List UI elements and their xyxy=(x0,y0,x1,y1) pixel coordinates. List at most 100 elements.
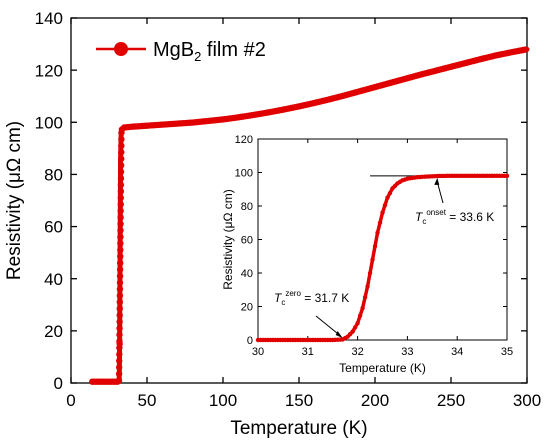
main-x-tick-label: 300 xyxy=(513,391,541,410)
main-y-tick-label: 60 xyxy=(44,218,63,237)
main-transition-point xyxy=(118,149,125,156)
inset-x-tick-label: 32 xyxy=(351,346,363,358)
inset-annotation-tc-onset-value: = 33.6 K xyxy=(446,210,494,224)
inset-annotation-tc-onset-symbol: T xyxy=(415,210,424,224)
inset-annotation-tc-onset: Tconset = 33.6 K xyxy=(415,208,494,226)
inset-data-point xyxy=(355,321,360,326)
main-transition-point xyxy=(116,305,123,312)
inset-data-point xyxy=(350,329,355,334)
inset-data-point xyxy=(375,230,380,235)
main-transition-point xyxy=(116,285,124,293)
main-data-point xyxy=(116,340,123,348)
inset-y-tick-label: 0 xyxy=(247,335,253,347)
inset-y-tick-label: 120 xyxy=(235,134,253,146)
main-y-tick-label: 100 xyxy=(35,113,63,132)
main-transition-point xyxy=(116,298,124,306)
main-transition-point xyxy=(117,201,124,208)
main-transition-point xyxy=(115,364,123,371)
inset-annotation-tc-zero-sub: c xyxy=(281,298,285,307)
main-transition-point xyxy=(117,207,124,215)
main-y-tick-label: 80 xyxy=(44,166,63,185)
arrow-tc-onset-head xyxy=(434,177,440,185)
main-transition-point xyxy=(117,240,124,247)
main-transition-point xyxy=(117,227,124,234)
arrow-tc-onset-shaft xyxy=(436,181,444,204)
main-x-tick-label: 50 xyxy=(138,391,157,410)
inset-data-point xyxy=(365,284,370,289)
main-transition-point xyxy=(117,175,125,182)
main-y-tick-label: 120 xyxy=(35,61,63,80)
legend-label-main: MgB xyxy=(153,39,194,61)
main-transition-point xyxy=(117,155,125,162)
inset-y-axis-label: Resistivity (μΩ cm) xyxy=(221,189,235,290)
inset-x-tick-label: 30 xyxy=(252,346,264,358)
main-transition-point xyxy=(117,162,125,169)
main-transition-point xyxy=(117,168,125,176)
legend-label-rest: film #2 xyxy=(201,39,265,61)
main-transition-point xyxy=(116,266,124,273)
inset-data-point xyxy=(372,244,378,249)
main-transition-point xyxy=(117,214,124,221)
main-transition-point xyxy=(117,194,125,202)
inset-data-point xyxy=(370,257,375,262)
main-x-tick-label: 100 xyxy=(209,391,237,410)
main-transition-point xyxy=(116,331,123,338)
main-y-tick-label: 0 xyxy=(54,374,63,393)
inset-annotation-tc-zero-sup: zero xyxy=(285,289,301,298)
main-y-tick-label: 40 xyxy=(44,270,63,289)
main-transition-point xyxy=(116,279,124,286)
inset-x-tick-label: 31 xyxy=(302,346,314,358)
inset-plot-frame xyxy=(257,138,508,341)
inset-data-point xyxy=(367,270,373,276)
main-transition-point xyxy=(115,370,123,378)
arrow-tc-zero-shaft xyxy=(315,315,341,337)
main-x-tick-label: 200 xyxy=(361,391,389,410)
main-transition-point xyxy=(116,351,123,358)
main-x-tick-label: 0 xyxy=(66,391,75,410)
inset-data-point xyxy=(377,220,383,225)
inset-data-point xyxy=(352,325,358,330)
main-transition-point xyxy=(118,136,125,143)
legend-label-sub: 2 xyxy=(194,49,201,64)
main-x-tick-label: 150 xyxy=(285,391,313,410)
inset-data-point xyxy=(380,210,385,215)
inset-annotation-tc-zero-value: = 31.7 K xyxy=(301,291,349,305)
inset-data-point xyxy=(387,190,393,196)
main-transition-point xyxy=(118,142,125,149)
legend-label: MgB2 film #2 xyxy=(153,39,266,64)
main-transition-point xyxy=(117,246,124,254)
inset-x-tick-label: 34 xyxy=(451,346,463,358)
main-x-tick-label: 250 xyxy=(437,391,465,410)
inset-y-tick-label: 20 xyxy=(241,301,253,313)
legend-marker xyxy=(114,42,128,56)
inset-y-tick-label: 100 xyxy=(235,167,253,179)
inset-x-tick-label: 33 xyxy=(401,346,413,358)
main-y-axis-label: Resistivity (μΩ cm) xyxy=(4,121,25,280)
inset-chart: 30 31 32 33 34 35 0 20 40 60 80 100 120 Temperature (… xyxy=(216,128,516,376)
main-transition-point xyxy=(116,259,124,267)
inset-y-tick-label: 40 xyxy=(241,268,253,280)
inset-annotation-tc-onset-sup: onset xyxy=(426,208,446,217)
main-transition-point xyxy=(117,181,125,189)
inset-y-tick-label: 80 xyxy=(241,201,253,213)
arrow-tc-zero-head xyxy=(335,331,343,338)
inset-x-tick-label: 35 xyxy=(501,346,513,358)
main-transition-point xyxy=(117,220,124,228)
main-transition-point xyxy=(117,188,125,195)
inset-data-point xyxy=(362,295,368,300)
main-y-tick-label: 140 xyxy=(35,9,63,28)
main-transition-point xyxy=(117,253,124,260)
main-transition-point xyxy=(117,233,124,241)
inset-data-point xyxy=(504,173,510,179)
main-x-axis-label: Temperature (K) xyxy=(230,418,367,439)
inset-x-axis-label: Temperature (K) xyxy=(339,361,426,375)
inset-annotation-tc-onset-sub: c xyxy=(422,217,426,226)
main-transition-point xyxy=(116,292,124,299)
main-data-point xyxy=(522,46,529,53)
inset-annotation-tc-zero-symbol: T xyxy=(274,291,283,305)
main-transition-point xyxy=(116,318,123,325)
main-transition-point xyxy=(116,272,124,280)
inset-data-point xyxy=(382,202,388,208)
main-transition-point xyxy=(116,357,123,365)
